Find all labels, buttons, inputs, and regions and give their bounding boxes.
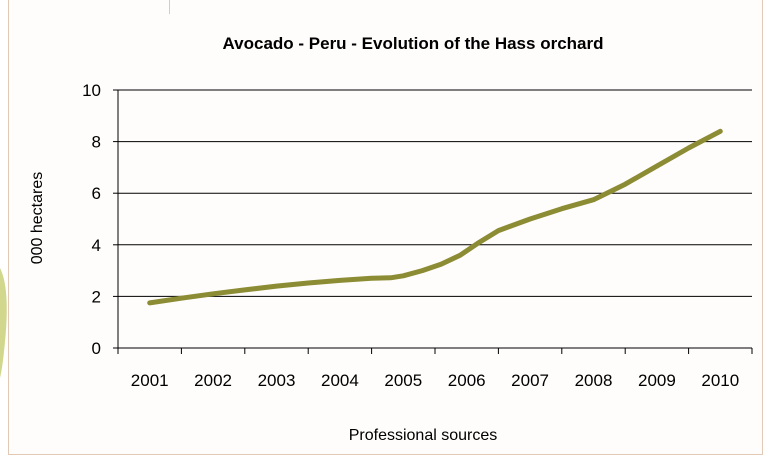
chart-title: Avocado - Peru - Evolution of the Hass o… (223, 34, 604, 53)
x-tick-label: 2007 (511, 371, 549, 390)
y-tick-label: 2 (92, 287, 101, 306)
x-tick-label: 2006 (448, 371, 486, 390)
x-tick-label: 2010 (701, 371, 739, 390)
left-edge-decoration (0, 0, 8, 457)
series-line (147, 128, 723, 306)
y-axis-title: 000 hectares (29, 172, 46, 265)
x-tick-label: 2003 (258, 371, 296, 390)
y-tick-labels: 0 2 4 6 8 10 (82, 81, 101, 358)
x-tick-label: 2009 (638, 371, 676, 390)
y-tick-label: 10 (82, 81, 101, 100)
axes (113, 89, 753, 354)
x-axis-title: Professional sources (349, 427, 498, 444)
x-tick-labels: 2001 2002 2003 2004 2005 2006 2007 2008 2009 2010 (131, 371, 739, 390)
x-tick-label: 2008 (575, 371, 613, 390)
x-tick-label: 2005 (384, 371, 422, 390)
chart-frame (8, 0, 763, 455)
y-tick-label: 8 (92, 133, 101, 152)
x-tick-label: 2001 (131, 371, 169, 390)
x-tick-label: 2002 (194, 371, 232, 390)
series-layer (147, 128, 723, 306)
x-tick-label: 2004 (321, 371, 359, 390)
gridlines (118, 89, 752, 297)
y-tick-label: 4 (92, 236, 101, 255)
y-tick-label: 0 (92, 339, 101, 358)
frame-notch (169, 0, 170, 14)
y-tick-label: 6 (92, 184, 101, 203)
